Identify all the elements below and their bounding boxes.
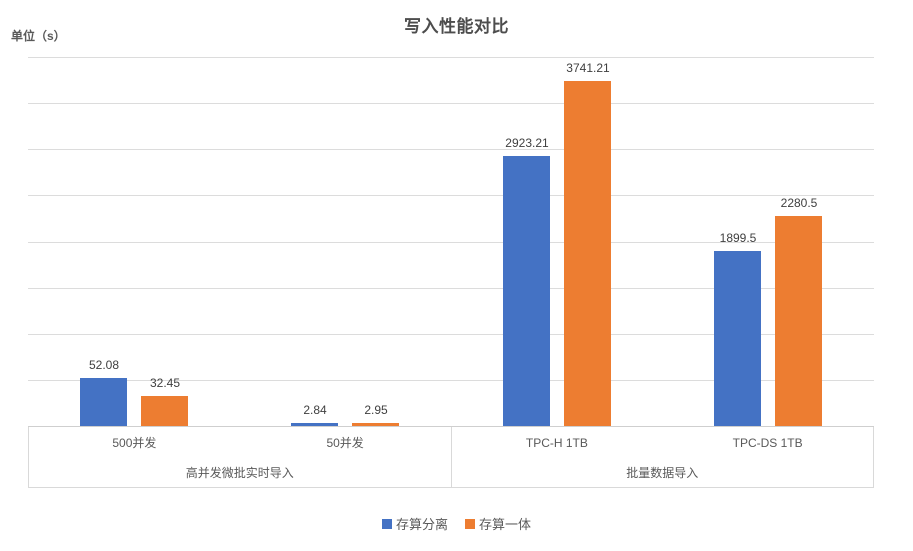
bar-value-label-p0-c1-s0: 2.84: [303, 403, 327, 417]
bar-value-label-p0-c0-s1: 32.45: [149, 376, 181, 390]
gridline-5: [28, 288, 874, 289]
chart-title: 写入性能对比: [404, 17, 509, 36]
category-label-p1-c0: TPC-H 1TB: [450, 427, 663, 458]
legend-item-1: 存算一体: [465, 514, 531, 533]
gridline-4: [28, 242, 874, 243]
group-label-p1: 批量数据导入: [450, 458, 874, 487]
bar-value-label-p0-c1-s1: 2.95: [364, 403, 388, 417]
gridline-6: [28, 334, 874, 335]
category-axis-table: 500并发 50并发 TPC-H 1TB TPC-DS 1TB 高并发微批实时导入 批量…: [28, 427, 874, 488]
bar-value-label-p1-c1-s1: 2280.5: [780, 196, 818, 210]
bar-p1-c0-s0: [503, 156, 550, 426]
bar-value-label-p1-c1-s0: 1899.5: [719, 231, 757, 245]
category-label-p0-c1: 50并发: [326, 436, 364, 450]
category-label-p0-c0: 500并发: [112, 436, 157, 450]
category-row: 500并发 50并发 TPC-H 1TB TPC-DS 1TB: [29, 427, 873, 458]
bar-value-label-p1-c0-s1: 3741.21: [566, 61, 610, 75]
bar-p0-c1-s0: [291, 423, 338, 426]
bar-p1-c0-s1: [564, 81, 611, 426]
group-label-p0: 高并发微批实时导入: [185, 466, 294, 480]
legend-label: 存算一体: [479, 517, 532, 532]
gridline-2: [28, 149, 874, 150]
legend-swatch-icon: [381, 518, 392, 529]
group-row: 高并发微批实时导入 批量数据导入: [29, 458, 873, 487]
gridline-0: [28, 57, 874, 58]
legend-item-0: 存算分离: [381, 514, 448, 533]
bar-p1-c1-s1: [775, 216, 822, 426]
gridline-7: [28, 380, 874, 381]
bar-p0-c0-s1: [141, 396, 188, 426]
gridline-1: [28, 103, 874, 104]
bar-value-label-p1-c0-s0: 2923.21: [505, 136, 549, 150]
legend-swatch-icon: [465, 518, 475, 529]
bar-p0-c0-s0: [80, 378, 127, 426]
legend-label: 存算分离: [395, 517, 448, 532]
bar-value-label-p0-c0-s0: 52.08: [88, 358, 120, 372]
category-label-p1-c1: TPC-DS 1TB: [732, 435, 803, 450]
legend: 存算分离 存算一体: [0, 514, 913, 533]
bar-p0-c1-s1: [352, 423, 399, 426]
plot-area: 52.08 32.45 2.84 2.95 2923.21 3741.21 1899.5 22…: [28, 57, 874, 427]
y-axis-unit-label: 单位（s）: [11, 29, 66, 43]
gridline-3: [28, 195, 874, 196]
bar-p1-c1-s0: [714, 251, 761, 426]
